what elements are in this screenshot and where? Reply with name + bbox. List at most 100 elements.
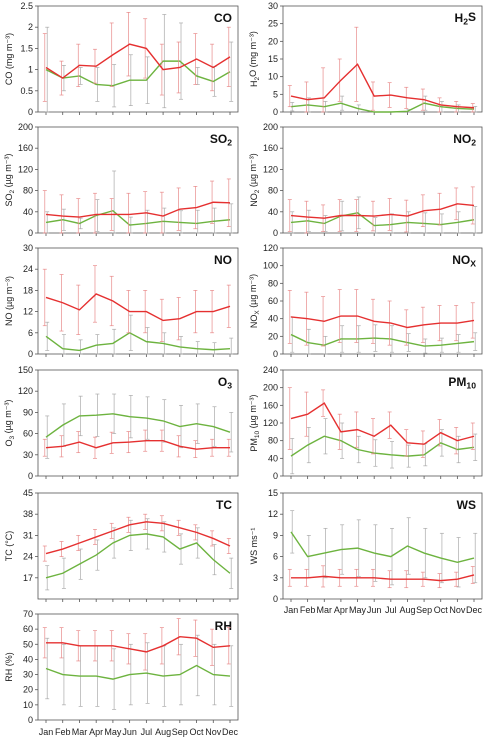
y-tick-label: 120 — [263, 164, 278, 174]
series-green-line — [45, 60, 231, 87]
y-tick-label: 60 — [23, 429, 33, 439]
y-tick-label: 30 — [268, 1, 278, 11]
x-tick-label: Dec — [466, 605, 483, 615]
y-tick-label: 31 — [23, 530, 33, 540]
y-tick-label: 80 — [23, 186, 33, 196]
series-green-line — [290, 212, 475, 227]
series-red-line — [46, 635, 231, 653]
y-tick-label: 12 — [23, 307, 33, 317]
y-tick-label: 12 — [268, 509, 278, 519]
y-tick-label: 5 — [273, 89, 278, 99]
y-tick-label: 40 — [268, 314, 278, 324]
series-green-line — [290, 435, 475, 457]
x-tick-label: Jul — [141, 727, 153, 737]
y-tick-label: 30 — [23, 670, 33, 680]
y-tick-label: 120 — [18, 386, 33, 396]
series-red-line — [290, 402, 475, 445]
panel-title: TC — [216, 498, 232, 512]
y-tick-label: 60 — [268, 296, 278, 306]
y-tick-label: 40 — [268, 207, 278, 217]
y-tick-label: 3 — [273, 573, 278, 583]
y-axis-label: NOX (µg m⁻³) — [248, 274, 261, 328]
x-tick-label: Oct — [434, 605, 449, 615]
series-green-line — [290, 102, 475, 113]
y-tick-label: 15 — [268, 54, 278, 64]
y-tick-label: 0 — [273, 228, 278, 238]
y-tick-label: 24 — [23, 552, 33, 562]
series-red-line — [290, 63, 475, 109]
panel-frame — [37, 613, 239, 721]
x-tick-label: Nov — [205, 727, 222, 737]
panel-title: O3 — [218, 375, 232, 391]
panel-tc: 17 24 31 38 45 TC (°C) TC — [4, 488, 239, 602]
x-tick-label: Apr — [89, 727, 103, 737]
y-tick-label: 15 — [268, 488, 278, 498]
x-tick-label: Oct — [190, 727, 205, 737]
panel-frame — [37, 126, 239, 234]
y-tick-label: 80 — [268, 278, 278, 288]
series-red-line — [290, 203, 475, 219]
y-tick-label: 0 — [28, 349, 33, 359]
y-tick-label: 200 — [263, 383, 278, 393]
panel-frame — [37, 492, 239, 600]
y-axis-label: O3 (µg m⁻³) — [3, 399, 16, 446]
y-tick-label: 50 — [23, 639, 33, 649]
panel-title: NO2 — [453, 132, 476, 148]
x-tick-label: Jan — [284, 605, 299, 615]
y-tick-label: 100 — [263, 261, 278, 271]
series-green-line — [45, 533, 231, 579]
y-tick-label: 80 — [268, 186, 278, 196]
y-tick-label: 10 — [268, 72, 278, 82]
y-axis-label: RH (%) — [4, 652, 14, 682]
x-tick-label: Jan — [39, 727, 54, 737]
y-tick-label: 6 — [28, 328, 33, 338]
series-green-line — [45, 209, 231, 226]
y-tick-label: 70 — [23, 609, 33, 619]
panel-title: PM10 — [448, 375, 476, 391]
panel-frame — [282, 126, 483, 234]
series-red-line — [45, 293, 231, 322]
panel-ws: 0 3 6 9 12 15 WS ms⁻¹ WS — [249, 488, 483, 604]
y-tick-label: 2 — [28, 22, 33, 32]
y-axis-label: WS ms⁻¹ — [249, 528, 259, 565]
y-axis-label: H2O (mg m⁻³) — [248, 31, 261, 87]
series-green-line — [45, 664, 231, 680]
y-tick-label: 0.5 — [20, 86, 33, 96]
y-tick-label: 0 — [273, 471, 278, 481]
y-tick-label: 20 — [23, 685, 33, 695]
y-tick-label: 30 — [23, 450, 33, 460]
x-tick-label: Jul — [385, 605, 397, 615]
panel-frame — [37, 247, 239, 355]
panel-frame — [282, 492, 483, 600]
x-tick-label: Mar — [317, 605, 333, 615]
y-tick-label: 120 — [263, 418, 278, 428]
y-tick-label: 1.5 — [20, 43, 33, 53]
y-tick-label: 1 — [28, 65, 33, 75]
x-tick-label: Aug — [399, 605, 415, 615]
y-tick-label: 0 — [273, 107, 278, 117]
panel-title: WS — [457, 498, 476, 512]
series-red-line — [45, 43, 231, 79]
x-tick-label: Apr — [334, 605, 348, 615]
y-tick-label: 25 — [268, 19, 278, 29]
y-tick-label: 30 — [23, 243, 33, 253]
y-tick-label: 120 — [263, 243, 278, 253]
y-tick-label: 2.5 — [20, 1, 33, 11]
y-axis-label: PM10 (µg m⁻³) — [248, 394, 261, 451]
y-tick-label: 90 — [23, 407, 33, 417]
x-tick-label: Feb — [300, 605, 316, 615]
panel-title: SO2 — [210, 132, 232, 148]
x-tick-label: Dec — [222, 727, 239, 737]
y-tick-label: 6 — [273, 552, 278, 562]
y-tick-label: 60 — [23, 624, 33, 634]
y-tick-label: 0 — [28, 471, 33, 481]
y-axis-label: SO2 (µg m⁻³) — [3, 153, 16, 206]
panel-title: NOX — [452, 253, 476, 269]
panel-o3: 0 30 60 90 120 150 O3 (µg m⁻³) O3 — [3, 365, 239, 481]
y-tick-label: 45 — [23, 488, 33, 498]
y-tick-label: 200 — [18, 122, 33, 132]
y-tick-label: 20 — [268, 331, 278, 341]
panel-rh: 0 10 20 30 40 50 60 70 RH (%) RH — [4, 609, 239, 725]
y-tick-label: 10 — [23, 700, 33, 710]
y-tick-label: 40 — [23, 207, 33, 217]
